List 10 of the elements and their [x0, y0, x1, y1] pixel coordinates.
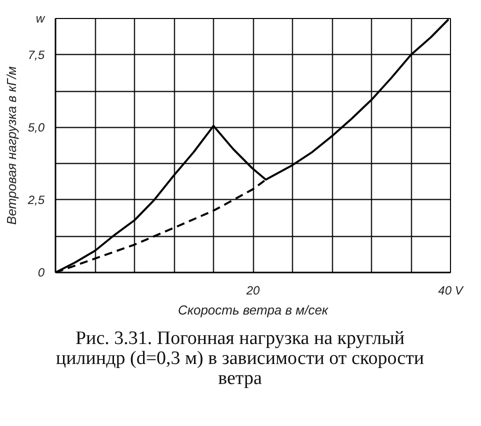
y-tick-label: w: [36, 12, 46, 26]
y-tick-label: 2,5: [26, 192, 45, 207]
x-tick-label: 20: [245, 284, 260, 298]
y-tick-label: 7,5: [28, 48, 45, 62]
x-tick-label: 40 V: [438, 284, 464, 298]
y-axis-title: Ветровая нагрузка в кГ/м: [4, 66, 19, 225]
x-axis-title: Скорость ветра в м/сек: [178, 302, 329, 318]
text: Рис. 3.31. Погонная нагрузка на круглый цилиндр (d=0,3 м) в зависимости от скорости ветра: [54, 328, 426, 389]
y-tick-label: 5,0: [28, 120, 45, 134]
y-tick-label: 0: [38, 266, 45, 280]
